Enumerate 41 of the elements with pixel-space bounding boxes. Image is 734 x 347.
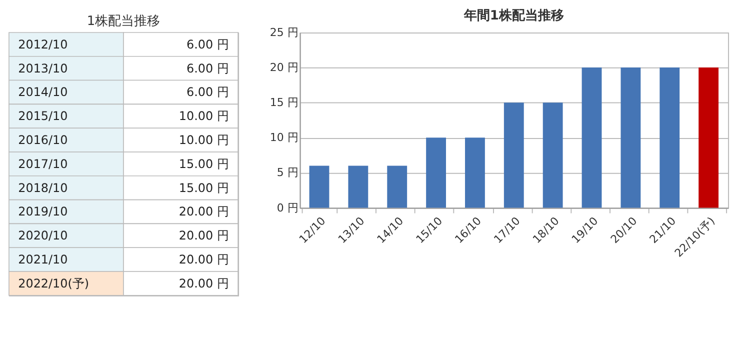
text: 6.00 円 [186,37,229,52]
text: 10.00 円 [178,133,229,148]
y-tick-label: 25 円 [270,26,298,39]
text: 2015/10 [18,109,68,124]
bar [504,102,524,208]
bar [582,68,602,208]
bar [698,68,719,208]
text: 1株配当推移 [86,14,160,30]
text: 2017/10 [18,156,68,171]
y-tick-label: 10 円 [270,131,298,144]
text: 20.00 円 [178,228,229,243]
text: 2014/10 [18,85,68,100]
bar [542,102,563,208]
text: 2016/10 [18,133,68,148]
bar [387,166,408,208]
text: 6.00 円 [186,85,229,100]
y-tick-label: 15 円 [270,96,298,110]
text: 2022/10(予) [18,276,90,290]
text: 20.00 円 [178,204,229,219]
y-tick-label: 5 円 [276,166,298,180]
bar [465,138,485,208]
text: 10.00 円 [178,109,229,124]
text: 6.00 円 [186,61,229,76]
text: 2012/10 [18,37,68,52]
bar [660,68,680,208]
text: 20.00 円 [178,276,229,290]
text: 2013/10 [18,61,68,76]
text: 20.00 円 [178,252,229,267]
text: 2021/10 [18,252,68,267]
chart-title: 年間1株配当推移 [462,8,564,24]
bar [620,68,641,208]
y-tick-label: 20 円 [270,61,298,74]
text: 15.00 円 [178,156,229,171]
text: 2020/10 [18,228,68,243]
text: 2018/10 [18,180,68,195]
bar [348,166,368,208]
text: 15.00 円 [178,180,229,195]
y-tick-label: 0 円 [276,201,298,214]
bar [309,166,330,208]
text: 2019/10 [18,204,68,219]
bar [426,138,446,208]
